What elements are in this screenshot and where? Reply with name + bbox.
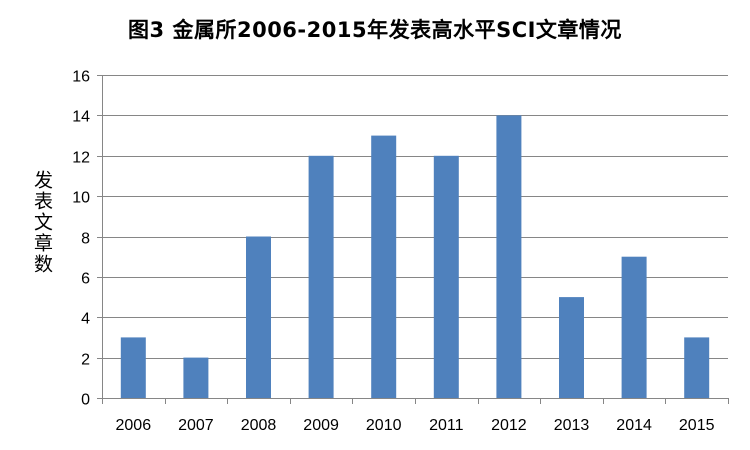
y-axis-label: 发表文章数 xyxy=(31,170,53,275)
y-tick-label: 16 xyxy=(72,69,90,86)
bar-2015 xyxy=(684,337,710,398)
axes xyxy=(97,75,729,404)
bar-2009 xyxy=(308,155,334,399)
x-tick-label: 2010 xyxy=(366,417,402,434)
x-tick-label: 2008 xyxy=(241,417,277,434)
y-tick-labels: 0 2 4 6 8 10 12 14 16 xyxy=(72,69,90,409)
x-tick-label: 2013 xyxy=(554,417,590,434)
bar-2013 xyxy=(559,297,584,398)
bar-2007 xyxy=(183,357,209,398)
bar-2010 xyxy=(371,135,397,398)
bar-2006 xyxy=(120,337,146,398)
x-tick-labels: 2006 2007 2008 2009 2010 2011 2012 2013 2014 2015 xyxy=(116,417,715,434)
y-tick-label: 0 xyxy=(81,392,90,409)
x-tick-label: 2014 xyxy=(616,417,652,434)
x-tick-label: 2015 xyxy=(679,417,715,434)
x-tick-label: 2009 xyxy=(303,417,339,434)
x-tick-label: 2011 xyxy=(429,417,464,434)
y-tick-label: 10 xyxy=(72,190,90,207)
bar-2008 xyxy=(246,236,271,398)
bar-2012 xyxy=(496,115,522,399)
y-tick-label: 2 xyxy=(81,352,90,369)
x-tick-label: 2007 xyxy=(178,417,214,434)
bars xyxy=(120,115,710,399)
y-tick-label: 14 xyxy=(72,109,90,126)
x-tick-label: 2006 xyxy=(116,417,152,434)
y-tick-label: 12 xyxy=(72,150,90,167)
y-tick-label: 6 xyxy=(81,271,90,288)
bar-2011 xyxy=(433,155,459,399)
bar-2014 xyxy=(621,256,647,398)
y-tick-label: 8 xyxy=(81,231,90,248)
y-tick-label: 4 xyxy=(81,311,90,328)
x-tick-label: 2012 xyxy=(491,417,527,434)
chart-title: 图3 金属所2006-2015年发表高水平SCI文章情况 xyxy=(128,18,622,42)
